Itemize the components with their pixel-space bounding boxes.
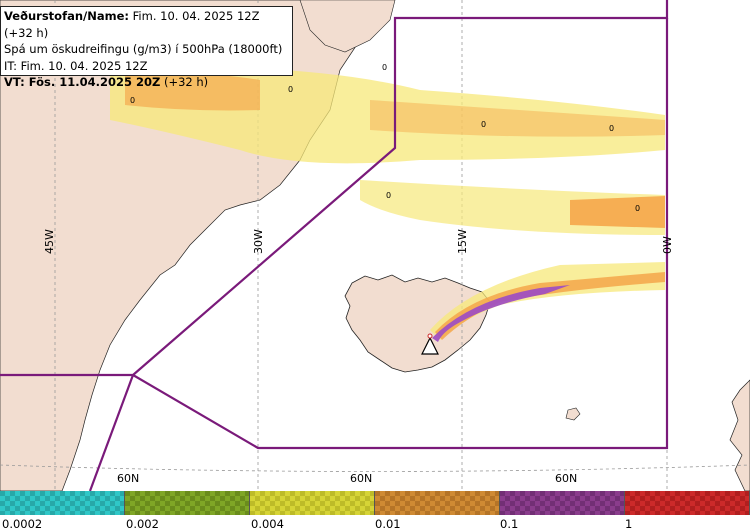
lat-label-60n-3: 60N	[555, 472, 577, 485]
zero-label: 0	[386, 191, 391, 200]
legend-label: 0.0002	[2, 517, 43, 531]
zero-label: 0	[481, 120, 486, 129]
legend-label: 0.004	[251, 517, 284, 531]
info-label-vt: VT: Fös. 11.04.2025 20Z	[4, 75, 161, 89]
legend-label: 1	[625, 517, 633, 531]
lon-label-45w: 45W	[43, 229, 56, 254]
info-label-name: Veðurstofan/Name:	[4, 9, 129, 23]
faroe-islands	[565, 407, 581, 421]
lon-label-30w: 30W	[252, 229, 265, 254]
lat-label-60n-2: 60N	[350, 472, 372, 485]
lat-label-60n-1: 60N	[117, 472, 139, 485]
info-line-4: VT: Fös. 11.04.2025 20Z (+32 h)	[4, 74, 289, 91]
legend-label: 0.01	[375, 517, 401, 531]
zero-label: 0	[609, 124, 614, 133]
legend-swatches	[0, 491, 750, 515]
ash-plume	[430, 262, 665, 342]
zero-label: 0	[382, 63, 387, 72]
legend-swatch	[500, 491, 625, 515]
legend-label: 0.1	[500, 517, 519, 531]
info-value-vt: (+32 h)	[163, 75, 209, 89]
info-line-2: Spá um öskudreifingu (g/m3) í 500hPa (18…	[4, 42, 283, 56]
zero-label: 0	[635, 204, 640, 213]
zero-label: 0	[288, 85, 293, 94]
scandinavia-edge	[729, 379, 750, 491]
info-line-1: Veðurstofan/Name: Fim. 10. 04. 2025 12Z …	[4, 8, 289, 41]
legend-swatch	[250, 491, 375, 515]
zero-label: 0	[130, 96, 135, 105]
info-value-name: Fim. 10. 04. 2025 12Z (+32 h)	[4, 9, 260, 40]
advisory-boundary	[0, 0, 669, 491]
iceland-landmass	[344, 274, 491, 373]
lon-label-15w: 15W	[456, 229, 469, 254]
warning-triangle-icon	[421, 333, 439, 355]
info-line-3: IT: Fim. 10. 04. 2025 12Z	[4, 58, 148, 73]
concentration-legend: 0.0002 0.002 0.004 0.01 0.1 1	[0, 491, 750, 532]
legend-label: 0.002	[126, 517, 159, 531]
ash-upper-band	[110, 67, 665, 164]
ash-middle-band	[360, 180, 665, 235]
legend-swatch	[375, 491, 500, 515]
forecast-info-box: Veðurstofan/Name: Fim. 10. 04. 2025 12Z …	[0, 6, 293, 89]
legend-swatch	[125, 491, 250, 515]
legend-swatch	[625, 491, 750, 515]
ash-dispersion-map: 45W 30W 15W 0W 60N 60N 60N 0 0 0 0 0 0 0	[0, 0, 750, 491]
legend-swatch	[0, 491, 125, 515]
arctic-island	[299, 0, 396, 53]
lon-label-0w: 0W	[661, 236, 674, 254]
